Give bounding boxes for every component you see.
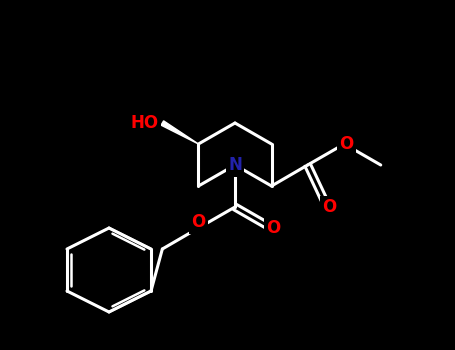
Text: HO: HO bbox=[130, 114, 158, 132]
Text: N: N bbox=[228, 156, 242, 174]
Text: O: O bbox=[339, 135, 354, 153]
Text: O: O bbox=[267, 219, 281, 237]
Text: O: O bbox=[322, 198, 337, 216]
Polygon shape bbox=[161, 121, 198, 144]
Text: O: O bbox=[192, 213, 206, 231]
